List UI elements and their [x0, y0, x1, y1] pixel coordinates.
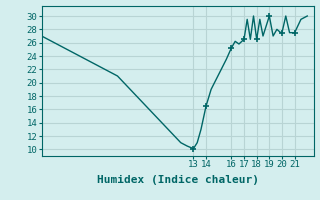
X-axis label: Humidex (Indice chaleur): Humidex (Indice chaleur): [97, 175, 259, 185]
